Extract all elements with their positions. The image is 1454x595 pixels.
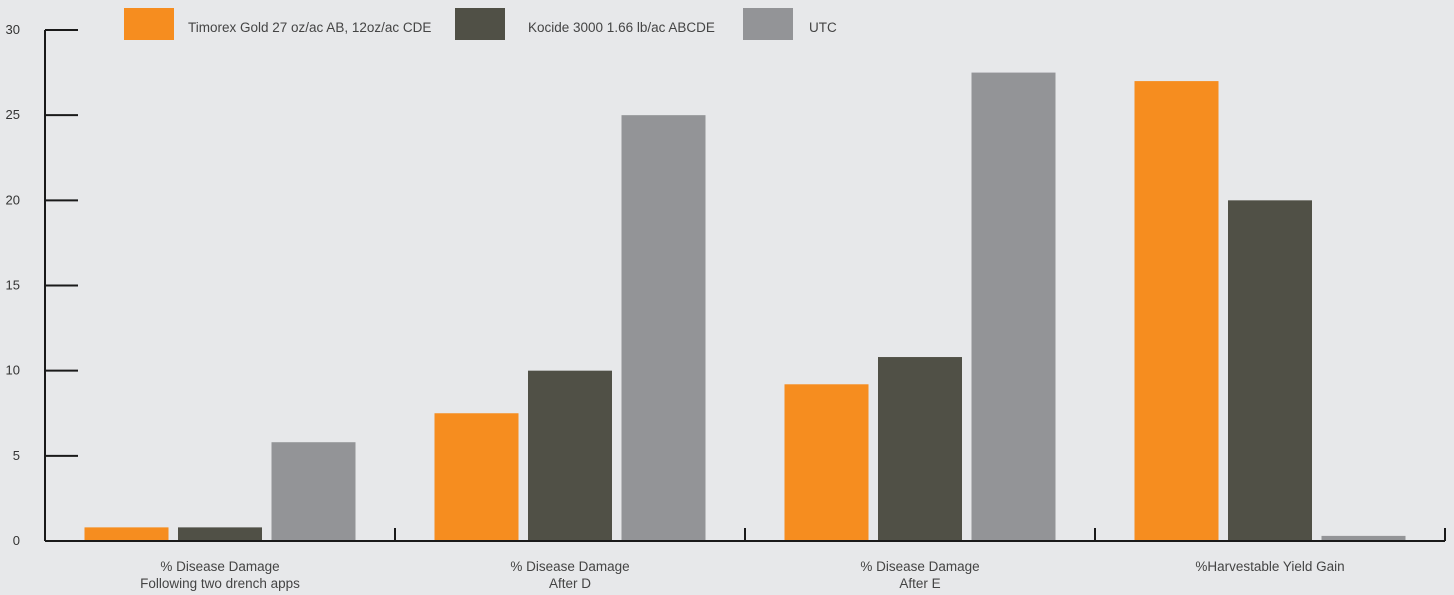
- category-label: %Harvestable Yield Gain: [1195, 559, 1344, 574]
- bar-1-series-2: [178, 527, 262, 541]
- bar-3-series-2: [878, 357, 962, 541]
- y-axis: 0 5 10 15 20 25 30: [6, 22, 78, 548]
- bar-1-series-1: [84, 527, 169, 541]
- y-tick-label: 20: [6, 192, 20, 207]
- bar-4-series-2: [1228, 200, 1312, 542]
- legend-label-2: Kocide 3000 1.66 lb/ac ABCDE: [528, 20, 715, 35]
- y-tick-label: 30: [6, 22, 20, 37]
- category-label: % Disease Damage: [510, 559, 629, 574]
- bar-1-series-3: [271, 442, 356, 541]
- bar-3-series-3: [971, 72, 1056, 541]
- category-label: After D: [549, 576, 591, 591]
- bar-2-series-1: [434, 413, 519, 541]
- x-axis: % Disease Damage Following two drench app…: [45, 528, 1446, 591]
- bar-2-series-3: [621, 115, 706, 542]
- bar-4-series-3: [1321, 535, 1406, 541]
- y-tick-label: 15: [6, 278, 20, 293]
- y-tick-label: 25: [6, 107, 20, 122]
- legend: Timorex Gold 27 oz/ac AB, 12oz/ac CDE Koc…: [124, 8, 837, 40]
- bar-4-series-1: [1134, 81, 1219, 541]
- bar-2-series-2: [528, 370, 612, 541]
- bar-3-series-1: [784, 384, 869, 541]
- legend-swatch-1: [124, 8, 174, 40]
- legend-swatch-2: [455, 8, 505, 40]
- bars: [84, 72, 1406, 542]
- legend-label-3: UTC: [809, 20, 837, 35]
- y-tick-label: 10: [6, 363, 20, 378]
- category-label: Following two drench apps: [140, 576, 300, 591]
- y-tick-label: 5: [13, 448, 20, 463]
- category-label: % Disease Damage: [160, 559, 279, 574]
- y-tick-label: 0: [13, 533, 20, 548]
- category-label: After E: [899, 576, 940, 591]
- category-label: % Disease Damage: [860, 559, 979, 574]
- legend-swatch-3: [743, 8, 793, 40]
- legend-label-1: Timorex Gold 27 oz/ac AB, 12oz/ac CDE: [188, 20, 431, 35]
